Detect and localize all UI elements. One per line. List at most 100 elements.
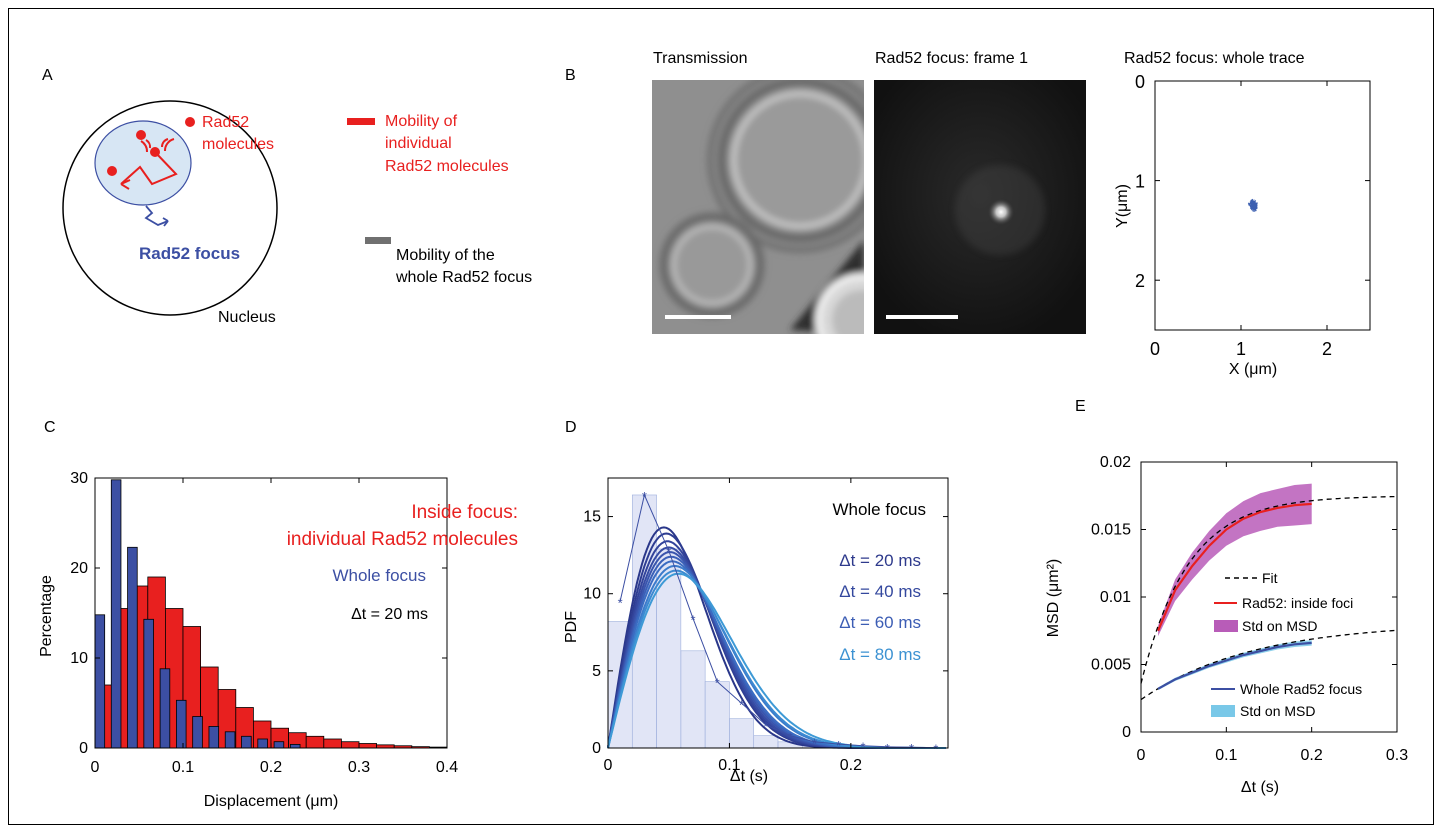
legend-fit-label: Fit [1262, 570, 1278, 586]
legend-red-label: Rad52: inside foci [1242, 595, 1353, 611]
transmission-image [652, 80, 864, 334]
x-tick-label: 2 [1322, 339, 1332, 359]
x-tick-label: 0 [1150, 339, 1160, 359]
x-tick-label: 0.4 [436, 759, 458, 776]
y-tick-label: 0 [592, 740, 601, 757]
y-tick-label: 0 [79, 740, 88, 757]
y-tick-label: 10 [70, 650, 88, 667]
y-tick-label: 0 [1122, 724, 1131, 741]
x-tick-label: 0.1 [172, 759, 194, 776]
y-tick-label: 10 [583, 586, 601, 603]
legend-grey-line2: whole Rad52 focus [395, 269, 532, 286]
molecule-dot [107, 166, 117, 176]
bar-blue [224, 731, 236, 749]
fluorescence-image [874, 80, 1086, 334]
chart-c-ylabel: Percentage [38, 575, 55, 657]
fluorescence-title: Rad52 focus: frame 1 [875, 50, 1028, 67]
focus-region [94, 120, 192, 206]
data-point: * [618, 595, 623, 610]
bar-blue [159, 668, 171, 749]
displacement-histogram: 0 0.1 0.2 0.3 0.4 0 10 20 30 [70, 470, 458, 776]
molecules-label-line1: Rad52 [202, 114, 249, 131]
y-tick-label: 5 [592, 663, 601, 680]
hist-bar [704, 681, 730, 749]
chart-d-legend-2: Δt = 40 ms [839, 582, 921, 601]
data-point: * [812, 736, 817, 751]
legend-blue-label: Whole Rad52 focus [1240, 681, 1362, 697]
chart-c-xlabel: Displacement (μm) [204, 793, 339, 810]
nucleus-label: Nucleus [218, 309, 276, 326]
fit-curve [1140, 495, 1395, 684]
bar-blue [257, 738, 268, 749]
trace-plot: 0 1 2 0 1 2 [1135, 72, 1371, 359]
plot-frame [607, 477, 949, 749]
data-point: * [836, 738, 841, 753]
focus-arrow [144, 205, 169, 227]
bar-blue [110, 479, 122, 749]
bar-red [358, 743, 378, 749]
msd-chart: 0 0.1 0.2 0.3 0 0.005 0.01 0.015 0.02 [1091, 454, 1408, 764]
data-line [619, 493, 936, 749]
x-tick-label: 0.3 [1386, 747, 1408, 764]
y-tick-label: 0 [1135, 72, 1145, 92]
data-point: * [690, 612, 695, 627]
legend-cyan-label: Std on MSD [1240, 703, 1315, 719]
bar-blue [175, 699, 187, 749]
molecule-dot [136, 130, 146, 140]
y-tick-label: 1 [1135, 172, 1145, 192]
x-tick-label: 0.2 [840, 757, 862, 774]
molecule-trajectory [120, 138, 178, 190]
chart-e-xlabel: Δt (s) [1241, 779, 1279, 796]
trace-xlabel: X (μm) [1229, 361, 1277, 378]
data-point: * [763, 719, 768, 734]
legend-swatch-grey [365, 237, 391, 244]
panel-e-label: E [1075, 398, 1086, 415]
chart-d-legend-3: Δt = 60 ms [839, 613, 921, 632]
legend-red-line2: individual [385, 135, 452, 152]
y-tick-label: 15 [583, 509, 601, 526]
panel-d-label: D [565, 419, 577, 436]
x-tick-label: 0.1 [718, 757, 740, 774]
molecule-dot [185, 117, 195, 127]
y-tick-label: 0.01 [1100, 589, 1131, 606]
molecule-dots [107, 117, 195, 176]
chart-e-legend: Fit Rad52: inside foci Std on MSD Whole … [1211, 570, 1362, 719]
data-point: * [788, 730, 793, 745]
bar-blue [289, 744, 301, 749]
legend-cyan-swatch [1211, 705, 1235, 717]
bar-blue [143, 618, 154, 749]
plot-frame [1140, 461, 1398, 733]
panel-a: A Rad52 molecules Rad52 focus Nucleus Mo… [42, 67, 532, 326]
legend-pink-label: Std on MSD [1242, 618, 1317, 634]
data-point: * [933, 742, 938, 757]
legend-swatch-red [347, 118, 375, 125]
bar-red [323, 738, 342, 749]
x-tick-label: 0.3 [348, 759, 370, 776]
chart-c-legend-dt: Δt = 20 ms [351, 606, 428, 623]
panel-c-label: C [44, 419, 56, 436]
x-tick-label: 0.2 [1301, 747, 1323, 764]
chart-c-legend-line1: Inside focus: [411, 502, 518, 523]
focus-label: Rad52 focus [139, 244, 240, 263]
chart-d-legend-1: Δt = 20 ms [839, 551, 921, 570]
series-line [1157, 641, 1312, 690]
hist-bar [729, 718, 755, 749]
y-tick-label: 30 [70, 470, 88, 487]
panel-b-label: B [565, 67, 576, 84]
fluorescence-scale-bar [886, 315, 958, 319]
legend-red-line1: Mobility of [385, 113, 458, 130]
data-point: * [715, 676, 720, 691]
molecules-label-line2: molecules [202, 136, 274, 153]
chart-d-ylabel: PDF [563, 611, 580, 643]
x-tick-label: 0 [604, 757, 613, 774]
data-point: * [666, 545, 671, 560]
bar-blue [127, 546, 138, 749]
chart-c-legend: Inside focus: individual Rad52 molecules… [287, 502, 518, 623]
y-tick-label: 0.015 [1091, 522, 1131, 539]
y-tick-label: 20 [70, 560, 88, 577]
bar-red [340, 741, 360, 749]
trace-title: Rad52 focus: whole trace [1124, 50, 1305, 67]
x-tick-label: 0 [1137, 747, 1146, 764]
